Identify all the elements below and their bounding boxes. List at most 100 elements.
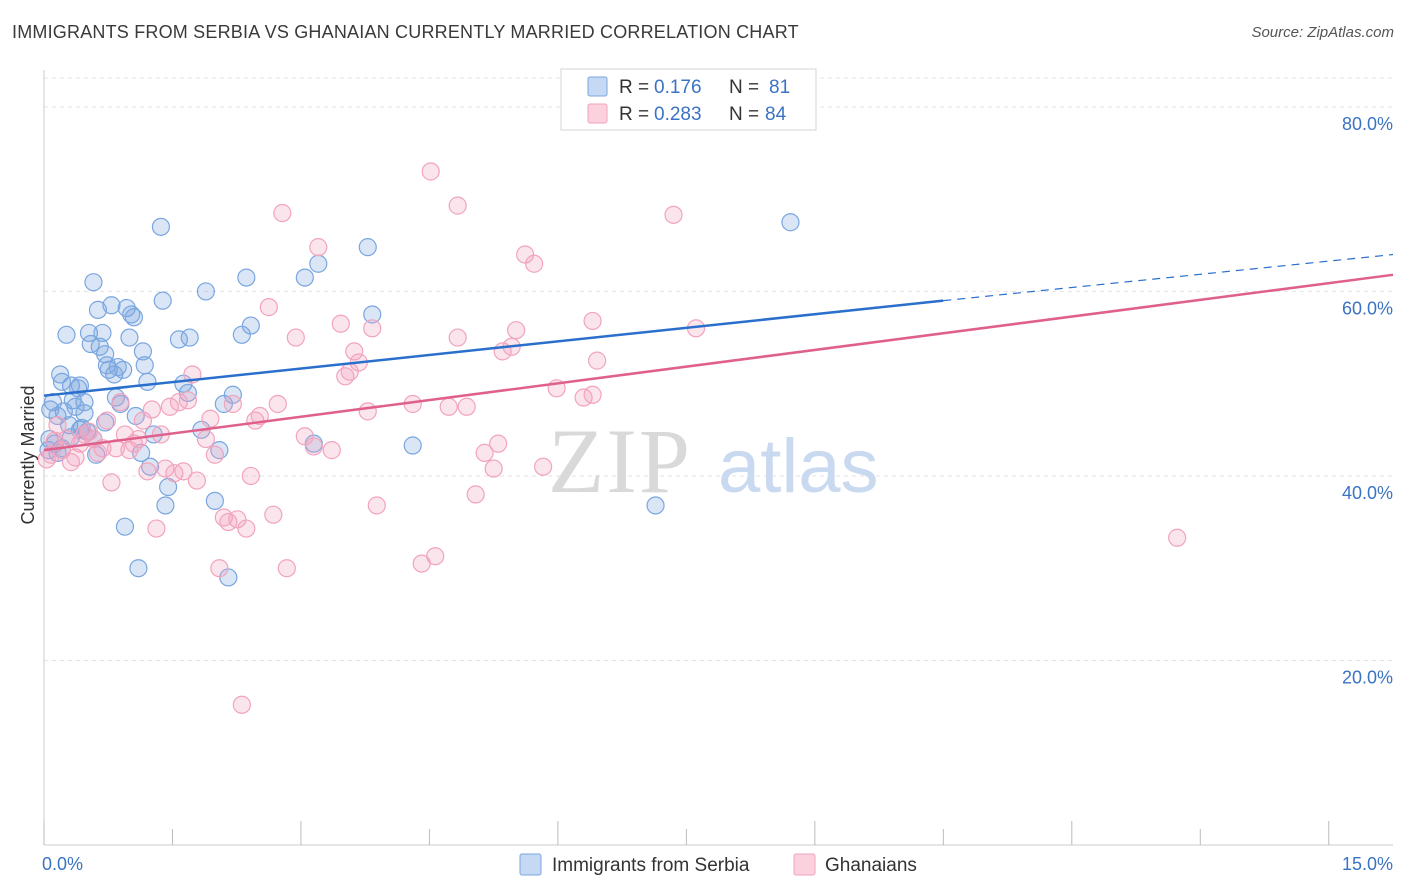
serbia-point-19 [79,323,99,343]
ghanaians-point-43 [232,695,251,714]
ghanaians-trend-line [43,273,1394,452]
ghanaians-point-53 [286,328,305,347]
serbia-trend-line [43,299,944,397]
ghanaians-point-91 [1168,528,1187,547]
ghanaians-point-44 [237,519,256,538]
ghanaians-point-77 [489,434,508,453]
stats-n-label-serbia: N = [729,77,759,98]
y-tick-label-40: 40.0% [1342,483,1393,503]
ghanaians-point-68 [421,162,440,181]
serbia-point-44 [135,356,154,375]
serbia-point-39 [124,308,144,327]
ghanaians-point-14 [97,411,117,430]
series-legend-label-serbia[interactable]: Immigrants from Serbia [552,855,750,876]
ghanaians-point-29 [165,464,184,483]
stats-r-value-ghanaians: 0.283 [654,104,702,125]
ghanaians-point-15 [102,473,121,492]
ghanaians-point-76 [484,459,503,478]
serbia-point-37 [120,328,139,347]
x-tick-label-max: 15.0% [1342,854,1393,874]
grid-lines [44,77,1393,661]
ghanaians-point-54 [295,427,314,446]
ghanaians-point-52 [277,559,296,578]
serbia-point-2 [41,400,60,419]
ghanaians-point-49 [264,505,283,524]
serbia-point-57 [196,282,215,301]
y-axis-title: Currently Married [18,385,38,524]
serbia-point-75 [75,404,94,423]
serbia-point-38 [122,305,141,324]
x-tick-label-min: 0.0% [42,854,83,874]
ghanaians-point-64 [363,319,382,338]
stats-r-label-serbia: R = [619,77,649,98]
ghanaians-point-47 [250,406,269,426]
ghanaians-point-3 [48,416,67,435]
serbia-point-35 [115,517,135,536]
ghanaians-point-89 [664,205,683,224]
stats-swatch-serbia [587,76,608,97]
trend-lines [43,253,1394,452]
serbia-point-7 [52,372,72,391]
ghanaians-point-57 [322,441,341,460]
serbia-point-25 [93,323,112,343]
stats-legend: R = 0.176 N = 81 R = 0.283 N = 84 [560,68,817,131]
serbia-point-23 [88,300,108,319]
ghanaians-point-37 [205,445,224,464]
axes [43,70,1393,846]
serbia-point-34 [114,360,133,379]
serbia-point-21 [84,273,103,292]
ghanaians-point-32 [178,391,197,410]
chart-title: IMMIGRANTS FROM SERBIA VS GHANAIAN CURRE… [12,22,799,42]
stats-n-value-serbia: 81 [769,77,790,98]
ghanaians-point-48 [259,298,278,317]
watermark-zip: ZIP [548,410,692,512]
stats-n-value-ghanaians: 84 [765,104,787,125]
series-legend: Immigrants from Serbia Ghanaians [519,853,917,876]
ghanaians-point-41 [223,394,242,414]
serbia-point-29 [102,296,121,315]
ghanaians-point-87 [587,351,607,370]
serbia-point-49 [153,291,172,310]
serbia-point-62 [223,385,242,404]
ghanaians-point-7 [66,448,85,467]
ghanaians-point-70 [439,397,458,416]
serbia-point-58 [205,491,224,510]
ghanaians-point-45 [241,466,260,486]
y-tick-label-20: 20.0% [1342,667,1393,687]
ghanaians-point-75 [475,443,494,462]
ghanaians-point-63 [358,402,377,421]
ghanaians-point-30 [169,393,188,412]
series-legend-swatch-ghanaians[interactable] [793,853,816,876]
stats-r-label-ghanaians: R = [619,104,649,125]
ghanaians-point-36 [201,409,220,428]
serbia-trend-extension [943,253,1394,302]
ghanaians-point-58 [331,314,350,333]
ghanaians-point-34 [187,471,206,490]
watermark-atlas: atlas [718,424,879,509]
serbia-point-45 [138,372,157,391]
data-points [37,162,1187,714]
ghanaians-point-71 [448,196,467,215]
serbia-point-50 [156,496,175,515]
watermark: ZIP atlas [548,410,879,512]
serbia-point-9 [57,325,76,344]
stats-r-value-serbia: 0.176 [654,77,702,98]
serbia-point-72 [646,496,665,515]
y-tick-label-80: 80.0% [1342,114,1393,134]
ghanaians-point-73 [457,397,476,416]
series-legend-swatch-serbia[interactable] [519,853,542,876]
ghanaians-point-24 [142,400,162,419]
ghanaians-point-38 [210,559,229,578]
y-tick-labels: 20.0% 40.0% 60.0% 80.0% [1342,114,1393,688]
serbia-point-55 [180,328,199,347]
serbia-point-13 [66,397,85,416]
stats-n-label-ghanaians: N = [729,104,759,125]
ghanaians-point-65 [367,496,386,515]
serbia-point-41 [129,559,148,578]
ghanaians-point-27 [156,459,175,478]
ghanaians-point-86 [583,385,602,404]
series-legend-label-ghanaians[interactable]: Ghanaians [825,855,917,876]
serbia-point-71 [403,436,422,455]
ghanaians-point-74 [466,485,485,504]
serbia-point-15 [70,376,90,395]
